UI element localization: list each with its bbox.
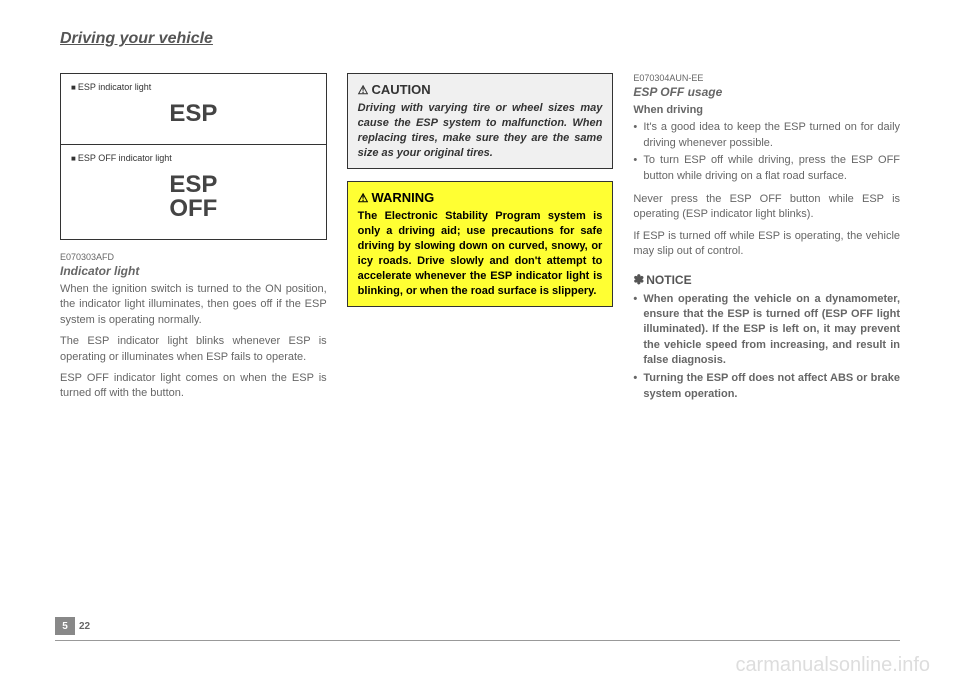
section-number: 5: [55, 617, 75, 635]
watermark: carmanualsonline.info: [735, 654, 930, 677]
bullet-item: • To turn ESP off while driving, press t…: [633, 153, 900, 184]
when-driving-label: When driving: [633, 103, 900, 118]
esp-text: ESP: [71, 100, 316, 128]
column-2: ⚠CAUTION Driving with varying tire or wh…: [347, 73, 614, 628]
esp-off-indicator-label: ■ESP OFF indicator light: [71, 153, 316, 163]
warning-title: ⚠WARNING: [358, 190, 603, 205]
bullet-item: • It's a good idea to keep the ESP turne…: [633, 120, 900, 151]
page-header: Driving your vehicle: [60, 30, 900, 48]
column-3: E070304AUN-EE ESP OFF usage When driving…: [633, 73, 900, 628]
caution-icon: ⚠: [358, 83, 369, 97]
caution-text: Driving with varying tire or wheel sizes…: [358, 101, 603, 160]
paragraph: When the ignition switch is turned to th…: [60, 282, 327, 328]
paragraph: The ESP indicator light blinks whenever …: [60, 334, 327, 365]
code-1: E070303AFD: [60, 252, 327, 262]
warning-text: The Electronic Stability Program system …: [358, 209, 603, 298]
subhead-indicator-light: Indicator light: [60, 264, 327, 278]
indicator-box: ■ESP indicator light ESP ■ESP OFF indica…: [60, 73, 327, 240]
notice-bullet: • When operating the vehicle on a dynamo…: [633, 292, 900, 369]
notice-title: ✽NOTICE: [633, 272, 900, 288]
warning-icon: ⚠: [358, 191, 369, 205]
warning-box: ⚠WARNING The Electronic Stability Progra…: [347, 181, 614, 307]
paragraph: Never press the ESP OFF button while ESP…: [633, 192, 900, 223]
subhead-esp-off: ESP OFF usage: [633, 85, 900, 99]
notice-bullet: • Turning the ESP off does not affect AB…: [633, 371, 900, 402]
caution-title: ⚠CAUTION: [358, 82, 603, 97]
page-footer: 5 22: [55, 617, 90, 635]
notice-icon: ✽: [633, 272, 644, 288]
esp-off-text-2: OFF: [71, 195, 316, 223]
paragraph: If ESP is turned off while ESP is operat…: [633, 229, 900, 260]
esp-indicator-label: ■ESP indicator light: [71, 82, 316, 92]
column-1: ■ESP indicator light ESP ■ESP OFF indica…: [60, 73, 327, 628]
caution-box: ⚠CAUTION Driving with varying tire or wh…: [347, 73, 614, 169]
footer-divider: [55, 640, 900, 641]
code-2: E070304AUN-EE: [633, 73, 900, 83]
page-number: 22: [79, 621, 90, 632]
paragraph: ESP OFF indicator light comes on when th…: [60, 371, 327, 402]
